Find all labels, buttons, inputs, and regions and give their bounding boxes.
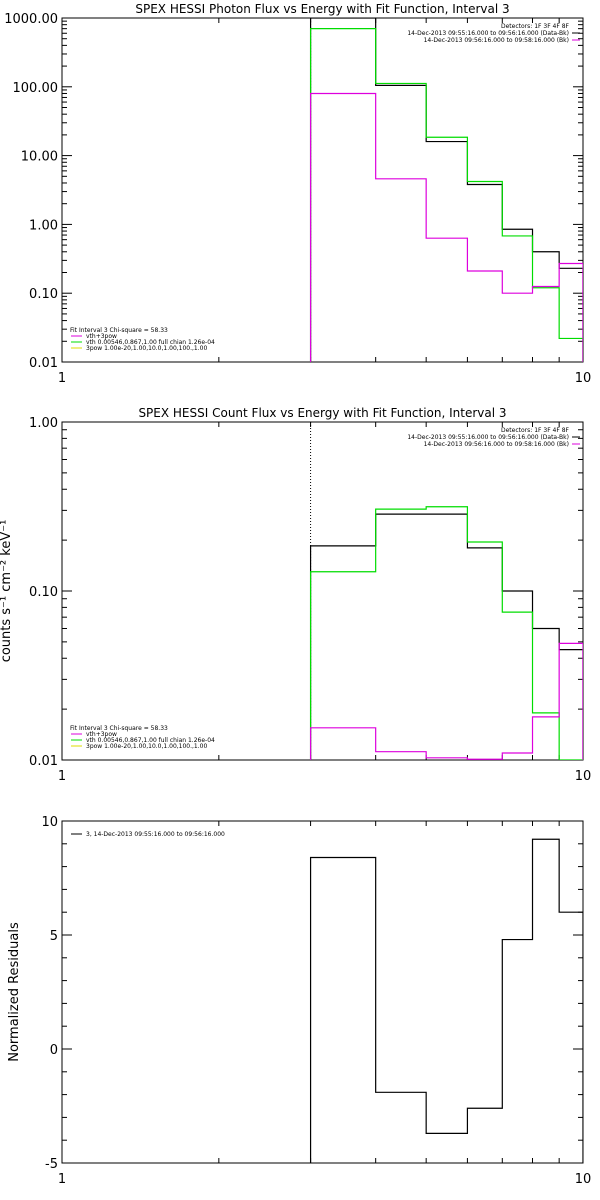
y-axis-label: counts s⁻¹ cm⁻² keV⁻¹ xyxy=(0,520,14,663)
series-line-2 xyxy=(309,28,583,362)
series-group xyxy=(309,18,583,362)
legend-right-entry: 14-Dec-2013 09:55:16.000 to 09:56:16.000… xyxy=(407,30,569,37)
legend-left-entry: vth+3pow xyxy=(86,333,117,340)
chart-panel-2: SPEX HESSI Count Flux vs Energy with Fit… xyxy=(0,406,591,784)
y-tick-label: 0.10 xyxy=(29,585,58,600)
series-line-3 xyxy=(309,92,583,362)
y-tick-label: 0.01 xyxy=(29,356,58,371)
x-tick-label: 10 xyxy=(575,769,592,784)
y-tick-label: 100.00 xyxy=(13,81,59,96)
legend-left-entry: vth 0.00546,0.867,1.00 full chian 1.26e-… xyxy=(86,339,215,346)
y-tick-label: 0 xyxy=(50,1043,58,1058)
legend-left-entry: Fit Interval 3 Chi-square = 58.33 xyxy=(70,327,168,334)
y-tick-label: 1.00 xyxy=(29,218,58,233)
series-line-3 xyxy=(309,642,583,760)
legend-right-entry: 14-Dec-2013 09:56:16.000 to 09:58:16.000… xyxy=(424,37,569,44)
x-tick-label: 10 xyxy=(575,1172,592,1187)
legend-left-entry: vth 0.00546,0.867,1.00 full chian 1.26e-… xyxy=(86,737,215,744)
y-tick-label: 1000.00 xyxy=(4,12,58,27)
series-line-2 xyxy=(309,506,583,760)
y-tick-label: 5 xyxy=(50,929,58,944)
y-tick-label: 1.00 xyxy=(29,416,58,431)
y-tick-label: 10 xyxy=(41,815,58,830)
legend-left-entry: vth+3pow xyxy=(86,731,117,738)
chart-title: SPEX HESSI Count Flux vs Energy with Fit… xyxy=(138,406,506,420)
series-line-1 xyxy=(309,838,583,1163)
chart-title: SPEX HESSI Photon Flux vs Energy with Fi… xyxy=(135,2,509,16)
y-tick-label: 0.01 xyxy=(29,754,58,769)
legend-left-entry: Fit Interval 3 Chi-square = 58.33 xyxy=(70,725,168,732)
plot-frame xyxy=(61,820,584,1164)
legend-right-entry: Detectors: 1F 3F 4F 8F xyxy=(501,427,570,434)
x-tick-label: 10 xyxy=(575,371,592,386)
legend-right-entry: 14-Dec-2013 09:55:16.000 to 09:56:16.000… xyxy=(407,434,569,441)
chart-panel-3: 10 5 0 -51 10 Normalized Residuals 3, 14-Dec-2… xyxy=(7,815,591,1187)
series-group xyxy=(309,506,583,760)
x-tick-label: 1 xyxy=(58,1172,66,1187)
y-tick-label: 0.10 xyxy=(29,287,58,302)
y-tick-label: -5 xyxy=(45,1157,58,1172)
legend-right-entry: Detectors: 1F 3F 4F 8F xyxy=(501,23,570,30)
series-group xyxy=(309,838,583,1163)
legend-left-entry: 3pow 1.00e-20,1.00,10.0,1.00,100.,1.00 xyxy=(86,345,207,352)
x-tick-label: 1 xyxy=(58,371,66,386)
legend-right-entry: 14-Dec-2013 09:56:16.000 to 09:58:16.000… xyxy=(424,441,569,448)
legend-left-entry: 3, 14-Dec-2013 09:55:16.000 to 09:56:16.… xyxy=(86,831,225,838)
series-line-1 xyxy=(309,513,583,760)
chart-panel-1: SPEX HESSI Photon Flux vs Energy with Fi… xyxy=(4,2,591,386)
y-tick-label: 10.00 xyxy=(21,150,58,165)
series-line-1 xyxy=(309,18,583,362)
x-tick-label: 1 xyxy=(58,769,66,784)
y-axis-label: Normalized Residuals xyxy=(7,922,22,1062)
plot-frame xyxy=(61,17,584,363)
legend-left-entry: 3pow 1.00e-20,1.00,10.0,1.00,100.,1.00 xyxy=(86,743,207,750)
